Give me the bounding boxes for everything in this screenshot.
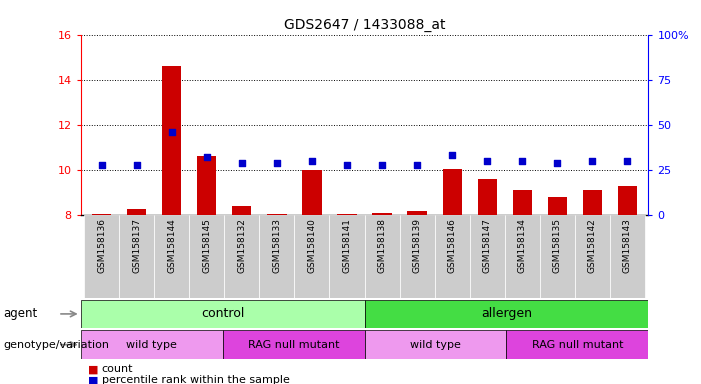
Text: GSM158134: GSM158134: [518, 218, 526, 273]
Bar: [81, 300, 365, 328]
Point: [271, 160, 283, 166]
Title: GDS2647 / 1433088_at: GDS2647 / 1433088_at: [284, 18, 445, 32]
Point: [201, 154, 212, 161]
Point: [587, 158, 598, 164]
Point: [447, 152, 458, 159]
Bar: [470, 215, 505, 298]
Bar: [365, 330, 507, 359]
Text: wild type: wild type: [410, 339, 461, 350]
Bar: [618, 186, 637, 215]
Text: GSM158147: GSM158147: [483, 218, 491, 273]
Text: GSM158142: GSM158142: [588, 218, 597, 273]
Bar: [224, 215, 259, 298]
Text: GSM158136: GSM158136: [97, 218, 106, 273]
Bar: [442, 169, 462, 215]
Bar: [92, 214, 111, 215]
Text: RAG null mutant: RAG null mutant: [247, 339, 339, 350]
Bar: [507, 330, 648, 359]
Point: [376, 161, 388, 167]
Bar: [127, 209, 147, 215]
Bar: [267, 214, 287, 215]
Text: GSM158144: GSM158144: [168, 218, 176, 273]
Bar: [505, 215, 540, 298]
Point: [166, 129, 177, 135]
Bar: [223, 330, 365, 359]
Text: control: control: [201, 308, 244, 320]
Bar: [197, 156, 217, 215]
Text: wild type: wild type: [126, 339, 177, 350]
Bar: [365, 300, 648, 328]
Text: percentile rank within the sample: percentile rank within the sample: [102, 375, 290, 384]
Bar: [547, 197, 567, 215]
Text: GSM158146: GSM158146: [448, 218, 456, 273]
Point: [131, 161, 142, 167]
Point: [552, 160, 563, 166]
Text: GSM158140: GSM158140: [308, 218, 316, 273]
Bar: [189, 215, 224, 298]
Text: GSM158135: GSM158135: [553, 218, 562, 273]
Bar: [302, 170, 322, 215]
Bar: [400, 215, 435, 298]
Bar: [610, 215, 645, 298]
Bar: [259, 215, 294, 298]
Bar: [372, 213, 392, 215]
Bar: [407, 210, 427, 215]
Point: [341, 161, 353, 167]
Bar: [154, 215, 189, 298]
Text: count: count: [102, 364, 133, 374]
Text: agent: agent: [4, 308, 38, 320]
Point: [306, 158, 318, 164]
Bar: [365, 215, 400, 298]
Point: [517, 158, 528, 164]
Point: [96, 161, 107, 167]
Bar: [540, 215, 575, 298]
Bar: [84, 215, 119, 298]
Text: RAG null mutant: RAG null mutant: [531, 339, 623, 350]
Point: [622, 158, 633, 164]
Text: GSM158137: GSM158137: [132, 218, 141, 273]
Point: [411, 161, 423, 167]
Bar: [512, 190, 532, 215]
Bar: [337, 214, 357, 215]
Text: GSM158145: GSM158145: [203, 218, 211, 273]
Point: [236, 160, 247, 166]
Bar: [435, 215, 470, 298]
Bar: [575, 215, 610, 298]
Text: GSM158139: GSM158139: [413, 218, 421, 273]
Text: allergen: allergen: [481, 308, 532, 320]
Bar: [294, 215, 329, 298]
Bar: [583, 190, 602, 215]
Text: GSM158132: GSM158132: [238, 218, 246, 273]
Text: GSM158133: GSM158133: [273, 218, 281, 273]
Bar: [162, 66, 182, 215]
Text: genotype/variation: genotype/variation: [4, 339, 109, 350]
Text: ■: ■: [88, 364, 98, 374]
Bar: [81, 330, 223, 359]
Text: GSM158138: GSM158138: [378, 218, 386, 273]
Point: [482, 158, 493, 164]
Bar: [232, 206, 252, 215]
Text: GSM158143: GSM158143: [623, 218, 632, 273]
Text: ■: ■: [88, 375, 98, 384]
Bar: [329, 215, 365, 298]
Text: GSM158141: GSM158141: [343, 218, 351, 273]
Bar: [119, 215, 154, 298]
Bar: [477, 179, 497, 215]
